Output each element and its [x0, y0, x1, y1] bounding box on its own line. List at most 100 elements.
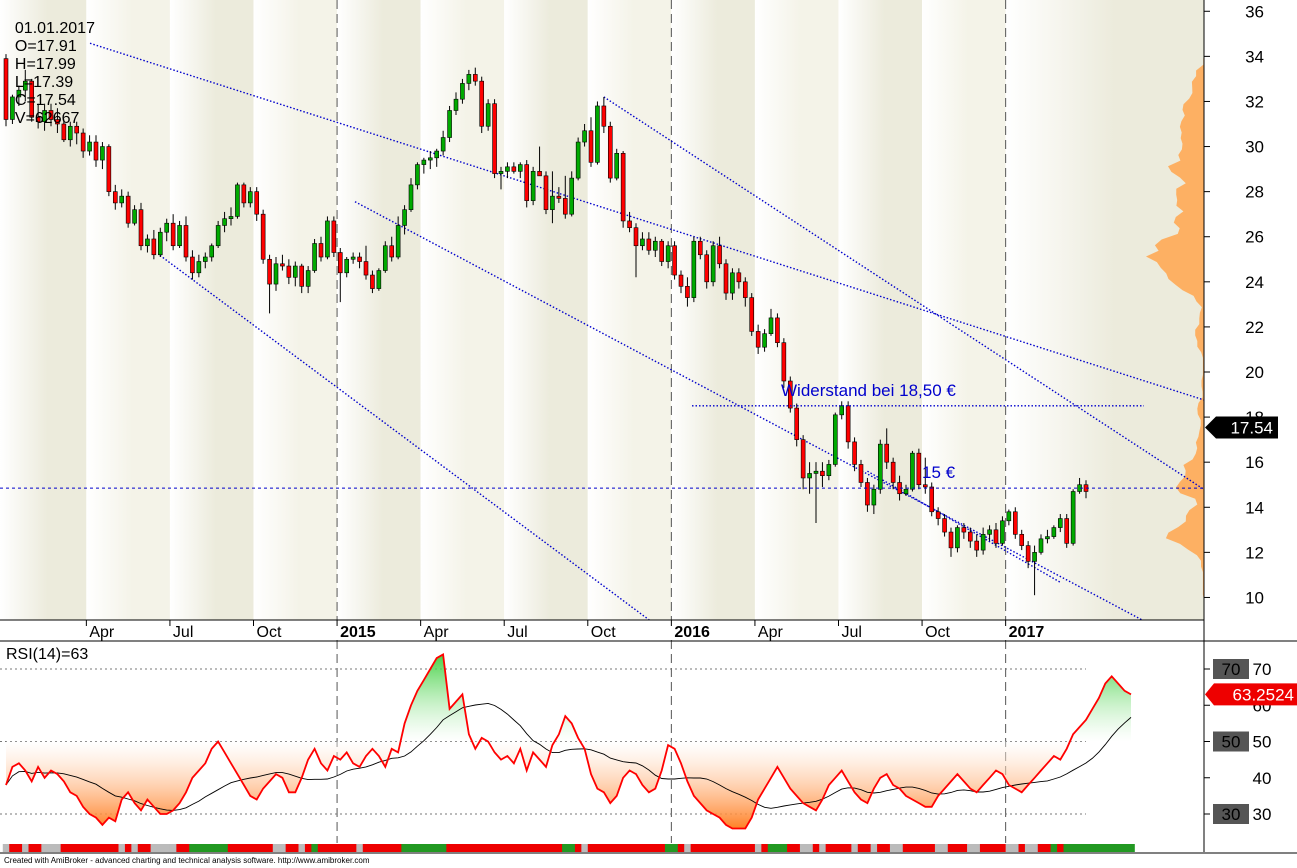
candle-down-body: [755, 331, 761, 348]
candle-up-body: [665, 245, 671, 262]
candle: [813, 462, 819, 524]
candle: [472, 67, 478, 86]
trend-ribbon-cell: [587, 844, 595, 852]
candle: [685, 277, 690, 307]
candle: [80, 128, 86, 158]
trend-ribbon-cell: [600, 844, 608, 852]
candle-down-body: [800, 439, 806, 479]
trend-ribbon-cell: [986, 844, 994, 852]
candle-up-body: [691, 240, 697, 298]
price-tick-label: 30: [1245, 138, 1264, 157]
candle: [588, 117, 594, 167]
trend-ribbon-cell: [382, 844, 390, 852]
trend-ribbon-cell: [716, 844, 724, 852]
candle-up-body: [955, 527, 960, 549]
candle-down-body: [787, 380, 793, 409]
candle: [871, 484, 877, 515]
candle: [543, 171, 549, 215]
trend-ribbon-cell: [1005, 844, 1013, 852]
time-axis: Apr Jul Oct 2015 Apr Jul Oct 2016 Apr Jul Oct 2017: [85, 620, 1044, 641]
candle: [524, 160, 530, 208]
trend-ribbon-cell: [34, 844, 42, 852]
candle-down-body: [678, 274, 684, 287]
trend-ribbon-cell: [883, 844, 891, 852]
trend-ribbon-cell: [234, 844, 242, 852]
candle-down-body: [588, 130, 594, 163]
candle: [929, 482, 935, 517]
candle-down-body: [190, 256, 195, 274]
trend-ribbon-cell: [877, 844, 885, 852]
candle-down-body: [61, 123, 67, 141]
trend-ribbon-cell: [658, 844, 666, 852]
candle-down-body: [556, 195, 562, 199]
trend-ribbon-cell: [1121, 844, 1129, 852]
candle-up-body: [382, 245, 388, 271]
period-band: [337, 0, 421, 620]
candle-down-body: [865, 482, 870, 506]
candle-up-body: [22, 80, 28, 91]
rsi-tick-label: 50: [1253, 733, 1272, 752]
trend-ribbon-cell: [247, 844, 255, 852]
trend-ribbon-cell: [549, 844, 557, 852]
candle: [595, 101, 600, 165]
rsi-last-value-marker: [1205, 683, 1297, 706]
rsi-level-box-label: 70: [1222, 660, 1241, 679]
candle-up-body: [826, 464, 832, 477]
candle-up-body: [517, 164, 523, 172]
trend-ribbon-cell: [838, 844, 846, 852]
candle-up-body: [1000, 520, 1005, 544]
rsi-level-box: [1213, 731, 1249, 752]
candle: [1032, 545, 1037, 596]
candle: [106, 144, 112, 197]
trendline-upper-inner: [603, 96, 1204, 491]
candle-down-body: [704, 254, 710, 283]
candle: [1045, 529, 1050, 544]
trend-ribbon-cell: [394, 844, 402, 852]
candle-down-body: [537, 171, 542, 177]
time-tick-label: Jul: [842, 624, 862, 641]
candle: [775, 313, 780, 348]
candle: [460, 78, 465, 104]
candle: [145, 234, 150, 253]
candle: [87, 135, 92, 156]
trend-ribbon-cell: [915, 844, 923, 852]
trend-ribbon-cell: [542, 844, 550, 852]
rsi-level-box-label: 50: [1222, 733, 1241, 752]
trend-ribbon-cell: [806, 844, 814, 852]
candle: [948, 527, 954, 557]
candle: [987, 525, 992, 542]
trend-ribbon-cell: [787, 844, 795, 852]
candle-up-body: [987, 529, 992, 535]
trend-ribbon-cell: [1102, 844, 1110, 852]
trend-ribbon: [2, 844, 1135, 852]
candle-down-body: [627, 220, 632, 229]
candle-down-body: [1064, 518, 1070, 544]
candle: [305, 266, 311, 294]
trend-ribbon-cell: [703, 844, 711, 852]
header-date: 01.01.2017: [14, 20, 95, 37]
trend-ribbon-cell: [523, 844, 531, 852]
candle: [453, 92, 459, 115]
rsi-fill-above: [6, 654, 1131, 742]
candle: [550, 171, 555, 224]
rsi-pane: [0, 653, 1132, 830]
candle-up-body: [1057, 518, 1063, 528]
candle: [1057, 514, 1063, 533]
price-tick-label: 22: [1245, 318, 1264, 337]
candle-down-body: [1012, 511, 1018, 535]
trend-ribbon-cell: [857, 844, 865, 852]
candle: [395, 216, 401, 260]
candle-down-body: [633, 227, 639, 247]
candle: [247, 187, 253, 208]
candle-down-body: [363, 261, 369, 276]
candle: [511, 162, 517, 174]
trend-ribbon-cell: [317, 844, 325, 852]
candle-down-body: [138, 209, 144, 247]
period-band: [587, 0, 672, 620]
last-price-label: 17.54: [1230, 418, 1273, 437]
trendlines: [89, 42, 1204, 620]
trend-ribbon-cell: [1012, 844, 1020, 852]
trend-ribbon-cell: [79, 844, 87, 852]
trend-ribbon-cell: [774, 844, 782, 852]
